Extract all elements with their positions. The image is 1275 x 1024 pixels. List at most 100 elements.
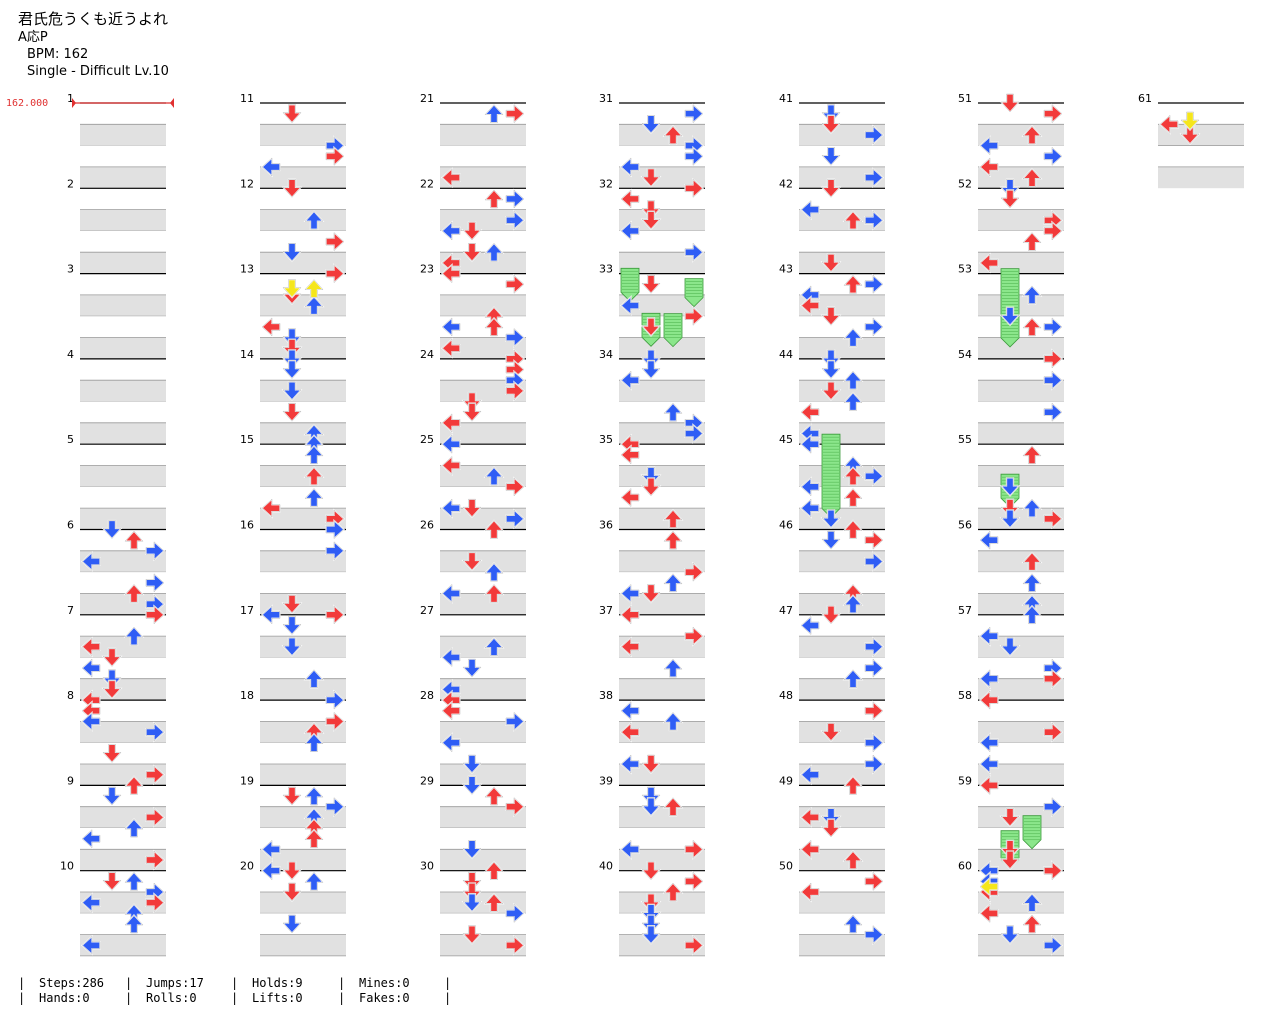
step-arrow: [864, 732, 884, 754]
measure-band: [978, 593, 1064, 615]
step-arrow: [864, 657, 884, 679]
step-arrow: [999, 306, 1021, 327]
step-arrow: [820, 807, 842, 828]
measure-band: [978, 721, 1064, 743]
measure-band: [619, 380, 705, 402]
step-arrow: [461, 391, 483, 412]
step-arrow: [303, 828, 325, 849]
measure-number: 8: [67, 689, 74, 702]
step-arrow: [620, 753, 640, 775]
step-arrow: [842, 391, 864, 412]
step-arrow: [123, 626, 145, 646]
step-arrow: [684, 103, 704, 125]
measure-band: [978, 572, 1064, 594]
step-arrow: [483, 562, 505, 582]
measure-number: 1: [67, 92, 74, 105]
measure-band: [978, 124, 1064, 146]
measure-band: [260, 337, 346, 359]
measure-band: [80, 785, 166, 807]
step-arrow: [999, 807, 1021, 828]
step-arrow: [979, 252, 999, 274]
step-arrow: [820, 530, 842, 551]
measure-labels: 1234567891011121314151617181920212223242…: [60, 92, 1152, 873]
step-arrow: [864, 124, 884, 146]
step-arrow: [999, 178, 1021, 199]
step-arrow: [864, 273, 884, 295]
measure-band: [619, 785, 705, 807]
song-title: 君氏危うくも近うよれ: [18, 10, 169, 28]
step-arrow: [820, 306, 842, 327]
measure-band: [799, 934, 885, 956]
step-arrow: [684, 177, 704, 199]
step-arrow: [620, 636, 640, 658]
step-arrow: [101, 519, 123, 540]
measure-band: [260, 316, 346, 338]
measure-number: 10: [60, 860, 74, 873]
hold-body: [620, 267, 640, 302]
measure-number: 34: [599, 348, 613, 361]
step-arrow: [640, 477, 662, 497]
measure-band: [619, 593, 705, 615]
measure-band: [619, 188, 705, 210]
step-arrow: [662, 125, 684, 145]
measure-band: [978, 103, 1064, 125]
measure-band: [799, 145, 885, 167]
step-arrow: [145, 764, 165, 786]
step-arrow: [281, 338, 303, 359]
measure-band: [80, 700, 166, 722]
measure-band: [80, 337, 166, 359]
measure-band: [440, 380, 526, 402]
measure-band: [440, 764, 526, 786]
step-arrow: [820, 114, 842, 135]
measure-band: [978, 508, 1064, 530]
measure-band: [619, 849, 705, 871]
step-arrow: [640, 274, 662, 295]
step-arrow: [820, 359, 842, 380]
measure-band: [619, 294, 705, 317]
step-arrow: [1043, 316, 1063, 338]
step-arrow: [101, 669, 123, 689]
measure-number: 27: [420, 604, 434, 617]
step-arrow: [483, 892, 505, 913]
measure-band: [260, 465, 346, 487]
measure-number: 19: [240, 774, 254, 787]
step-arrow: [620, 604, 640, 626]
step-arrow: [145, 572, 165, 594]
step-arrow: [1159, 113, 1179, 135]
measure-band: [440, 401, 526, 423]
measure-number: 47: [779, 604, 793, 617]
step-arrow: [281, 381, 303, 401]
measure-number: 29: [420, 774, 434, 787]
measure-number: 30: [420, 860, 434, 873]
measure-band: [80, 614, 166, 637]
step-arrow: [281, 349, 303, 369]
step-arrow: [820, 722, 842, 743]
measure-band: [619, 103, 705, 125]
measure-number: 11: [240, 92, 254, 105]
measure-number: 31: [599, 92, 613, 105]
measure-band: [80, 166, 166, 189]
measure-band: [978, 188, 1064, 210]
step-arrow: [1021, 498, 1043, 518]
step-arrow: [281, 594, 303, 615]
measure-band: [978, 529, 1064, 551]
step-arrow: [640, 861, 662, 881]
measure-number: 15: [240, 433, 254, 446]
measure-band: [978, 401, 1064, 423]
measure-band: [978, 444, 1064, 466]
measure-band: [978, 422, 1064, 445]
step-arrow: [281, 882, 303, 902]
measure-band: [260, 103, 346, 125]
step-arrow: [483, 583, 505, 604]
step-arrow: [461, 551, 483, 572]
measure-band: [80, 892, 166, 914]
measure-band: [799, 913, 885, 935]
step-arrow: [640, 797, 662, 817]
measure-band: [978, 806, 1064, 828]
step-arrow: [281, 637, 303, 657]
step-arrow: [864, 870, 884, 892]
measure-band: [619, 657, 705, 679]
hold-body: [663, 313, 683, 348]
step-arrow: [979, 668, 999, 690]
step-arrow: [483, 519, 505, 540]
